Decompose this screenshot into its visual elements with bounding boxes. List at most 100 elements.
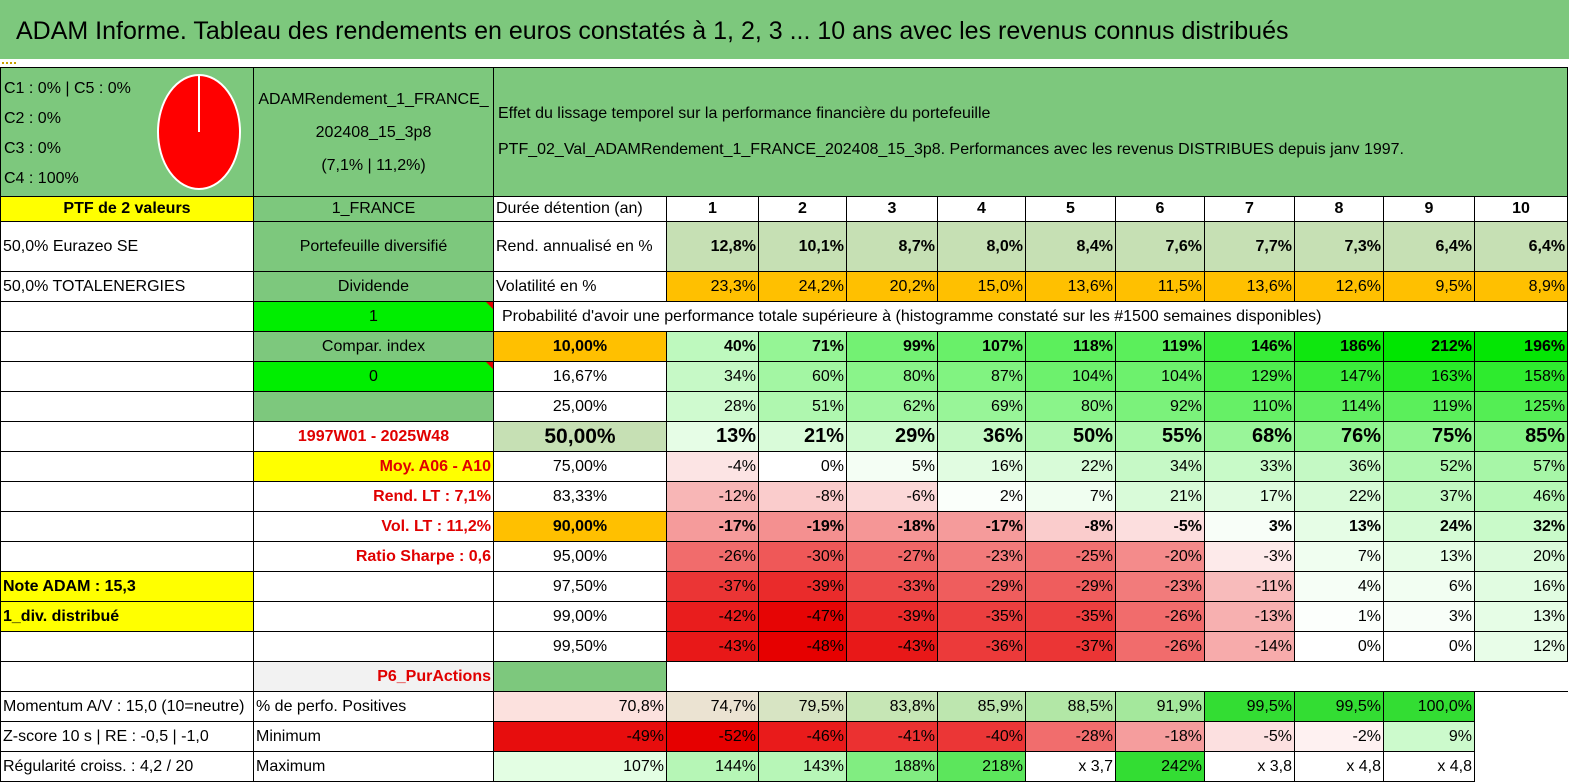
quantile-label[interactable]: 75,00% — [493, 451, 667, 482]
quantile-value[interactable]: -23% — [937, 541, 1026, 572]
p6-cell[interactable]: P6_PurActions — [253, 661, 494, 692]
quantile-value[interactable]: 3% — [1383, 601, 1475, 632]
volatility-value[interactable]: 24,2% — [758, 271, 847, 302]
zscore-cell[interactable]: Z-score 10 s | RE : -0,5 | -1,0 — [0, 721, 254, 752]
minimum-label[interactable]: Minimum — [253, 721, 494, 752]
quantile-value[interactable]: 186% — [1294, 331, 1384, 362]
year-header[interactable]: 6 — [1115, 196, 1205, 222]
quantile-value[interactable]: 21% — [758, 421, 847, 452]
quantile-value[interactable]: 40% — [666, 331, 759, 362]
quantile-value[interactable]: 13% — [1473, 601, 1569, 632]
quantile-label[interactable]: 16,67% — [493, 361, 667, 392]
quantile-label[interactable]: 99,00% — [493, 601, 667, 632]
holding-period-label[interactable]: Durée détention (an) — [493, 196, 667, 222]
quantile-value[interactable]: -20% — [1115, 541, 1205, 572]
quantile-value[interactable]: 55% — [1115, 421, 1205, 452]
empty-cell[interactable] — [1473, 301, 1569, 332]
quantile-value[interactable]: 29% — [846, 421, 938, 452]
quantile-value[interactable]: -39% — [758, 571, 847, 602]
quantile-value[interactable]: 129% — [1204, 361, 1295, 392]
quantile-label[interactable]: 99,50% — [493, 631, 667, 662]
allocation-cell[interactable]: C1 : 0% | C5 : 0% C2 : 0% C3 : 0% C4 : 1… — [0, 67, 254, 197]
quantile-value[interactable]: 2% — [937, 481, 1026, 512]
annual-return-value[interactable]: 8,0% — [937, 221, 1026, 272]
year-header[interactable]: 9 — [1383, 196, 1475, 222]
quantile-value[interactable]: -39% — [846, 601, 938, 632]
minimum-value[interactable]: 9% — [1383, 721, 1475, 752]
quantile-value[interactable]: 37% — [1383, 481, 1475, 512]
perf-pos-value[interactable]: 70,8% — [493, 691, 667, 722]
quantile-value[interactable]: 17% — [1204, 481, 1295, 512]
quantile-value[interactable]: -43% — [666, 631, 759, 662]
quantile-value[interactable]: -37% — [666, 571, 759, 602]
quantile-value[interactable]: -3% — [1204, 541, 1295, 572]
quantile-value[interactable]: -17% — [666, 511, 759, 542]
perf-pos-value[interactable]: 99,5% — [1294, 691, 1384, 722]
quantile-value[interactable]: -47% — [758, 601, 847, 632]
quantile-value[interactable]: 99% — [846, 331, 938, 362]
quantile-value[interactable]: -37% — [1025, 631, 1116, 662]
maximum-value[interactable]: 144% — [666, 751, 759, 782]
quantile-value[interactable]: 212% — [1383, 331, 1475, 362]
maximum-value[interactable]: x 3,7 — [1025, 751, 1116, 782]
year-header[interactable]: 4 — [937, 196, 1026, 222]
quantile-value[interactable]: 32% — [1473, 511, 1569, 542]
quantile-value[interactable]: -43% — [846, 631, 938, 662]
moy-cell[interactable]: Moy. A06 - A10 — [253, 451, 494, 482]
empty-cell[interactable] — [493, 661, 667, 692]
quantile-value[interactable]: -36% — [937, 631, 1026, 662]
country-cell[interactable]: 1_FRANCE — [253, 196, 494, 222]
volatility-value[interactable]: 13,6% — [1025, 271, 1116, 302]
note-adam-cell[interactable]: Note ADAM : 15,3 — [0, 571, 254, 602]
empty-cell[interactable] — [0, 631, 254, 662]
quantile-value[interactable]: 28% — [666, 391, 759, 422]
quantile-value[interactable]: 114% — [1294, 391, 1384, 422]
quantile-value[interactable]: -17% — [937, 511, 1026, 542]
quantile-value[interactable]: 51% — [758, 391, 847, 422]
year-header[interactable]: 3 — [846, 196, 938, 222]
quantile-value[interactable]: 34% — [1115, 451, 1205, 482]
perf-pos-value[interactable]: 79,5% — [758, 691, 847, 722]
annual-return-value[interactable]: 6,4% — [1473, 221, 1569, 272]
maximum-value[interactable]: 143% — [758, 751, 847, 782]
quantile-value[interactable]: -29% — [937, 571, 1026, 602]
empty-cell[interactable] — [0, 361, 254, 392]
year-header[interactable]: 2 — [758, 196, 847, 222]
volatility-value[interactable]: 11,5% — [1115, 271, 1205, 302]
div-distrib-cell[interactable]: 1_div. distribué — [0, 601, 254, 632]
quantile-value[interactable]: 0% — [1294, 631, 1384, 662]
quantile-value[interactable]: -6% — [846, 481, 938, 512]
quantile-label[interactable]: 25,00% — [493, 391, 667, 422]
volatility-value[interactable]: 9,5% — [1383, 271, 1475, 302]
maximum-value[interactable]: x 4,8 — [1383, 751, 1475, 782]
quantile-value[interactable]: -33% — [846, 571, 938, 602]
quantile-value[interactable]: 50% — [1025, 421, 1116, 452]
quantile-value[interactable]: 34% — [666, 361, 759, 392]
quantile-value[interactable]: -35% — [1025, 601, 1116, 632]
annual-return-value[interactable]: 8,4% — [1025, 221, 1116, 272]
empty-cell[interactable] — [0, 331, 254, 362]
annual-return-value[interactable]: 10,1% — [758, 221, 847, 272]
quantile-value[interactable]: -48% — [758, 631, 847, 662]
quantile-value[interactable]: -29% — [1025, 571, 1116, 602]
quantile-value[interactable]: 69% — [937, 391, 1026, 422]
annual-return-label[interactable]: Rend. annualisé en % — [493, 221, 667, 272]
volatility-value[interactable]: 20,2% — [846, 271, 938, 302]
quantile-value[interactable]: 87% — [937, 361, 1026, 392]
minimum-value[interactable]: -49% — [493, 721, 667, 752]
quantile-value[interactable]: -25% — [1025, 541, 1116, 572]
quantile-value[interactable]: 146% — [1204, 331, 1295, 362]
volatility-value[interactable]: 8,9% — [1473, 271, 1569, 302]
quantile-value[interactable]: 20% — [1473, 541, 1569, 572]
quantile-value[interactable]: -27% — [846, 541, 938, 572]
minimum-value[interactable]: -2% — [1294, 721, 1384, 752]
quantile-value[interactable]: 57% — [1473, 451, 1569, 482]
quantile-value[interactable]: 85% — [1473, 421, 1569, 452]
quantile-value[interactable]: 119% — [1383, 391, 1475, 422]
momentum-cell[interactable]: Momentum A/V : 15,0 (10=neutre) — [0, 691, 254, 722]
quantile-value[interactable]: -23% — [1115, 571, 1205, 602]
quantile-value[interactable]: 36% — [1294, 451, 1384, 482]
year-header[interactable]: 10 — [1473, 196, 1569, 222]
perf-pos-value[interactable]: 83,8% — [846, 691, 938, 722]
quantile-value[interactable]: 76% — [1294, 421, 1384, 452]
